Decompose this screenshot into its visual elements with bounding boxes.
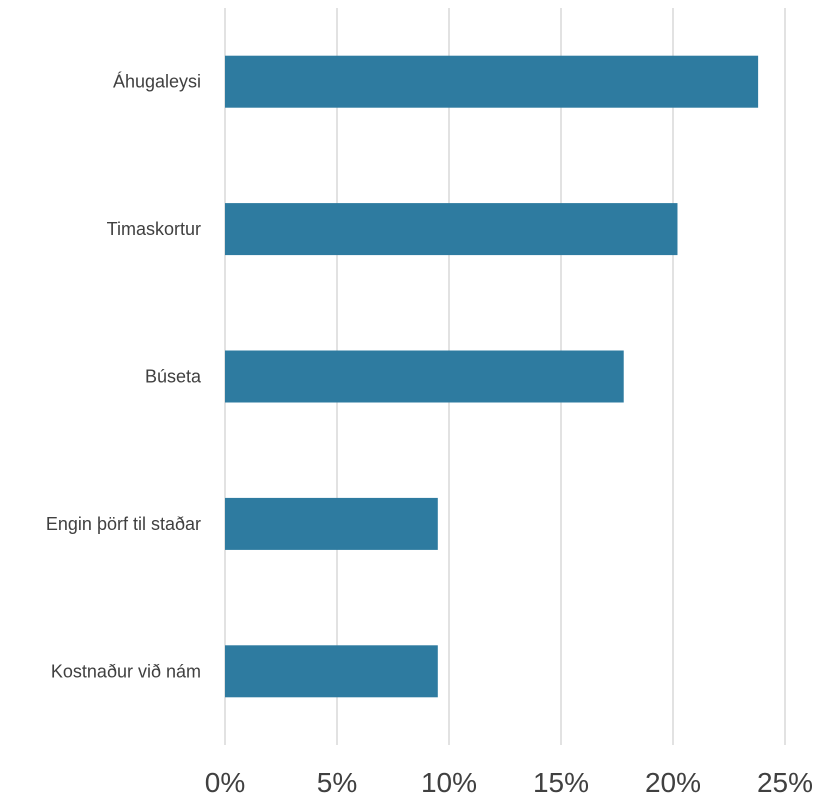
- x-tick-label: 10%: [421, 767, 477, 798]
- x-tick-label: 15%: [533, 767, 589, 798]
- x-axis-tick-labels: 0% 5% 10% 15% 20% 25%: [205, 767, 813, 798]
- x-tick-label: 20%: [645, 767, 701, 798]
- bar: [225, 645, 438, 698]
- category-label: Engin þörf til staðar: [46, 514, 201, 534]
- category-label: Timaskortur: [107, 219, 201, 239]
- category-label: Kostnaður við nám: [51, 661, 201, 681]
- x-tick-label: 0%: [205, 767, 245, 798]
- bar: [225, 497, 438, 550]
- bars-group: [225, 55, 759, 698]
- bar: [225, 55, 759, 108]
- category-label: Áhugaleysi: [113, 72, 201, 92]
- x-tick-label: 25%: [757, 767, 813, 798]
- category-label: Búseta: [145, 367, 202, 387]
- category-labels: Áhugaleysi Timaskortur Búseta Engin þörf ti…: [46, 72, 202, 682]
- bar: [225, 350, 624, 403]
- x-tick-label: 5%: [317, 767, 357, 798]
- bar: [225, 203, 678, 256]
